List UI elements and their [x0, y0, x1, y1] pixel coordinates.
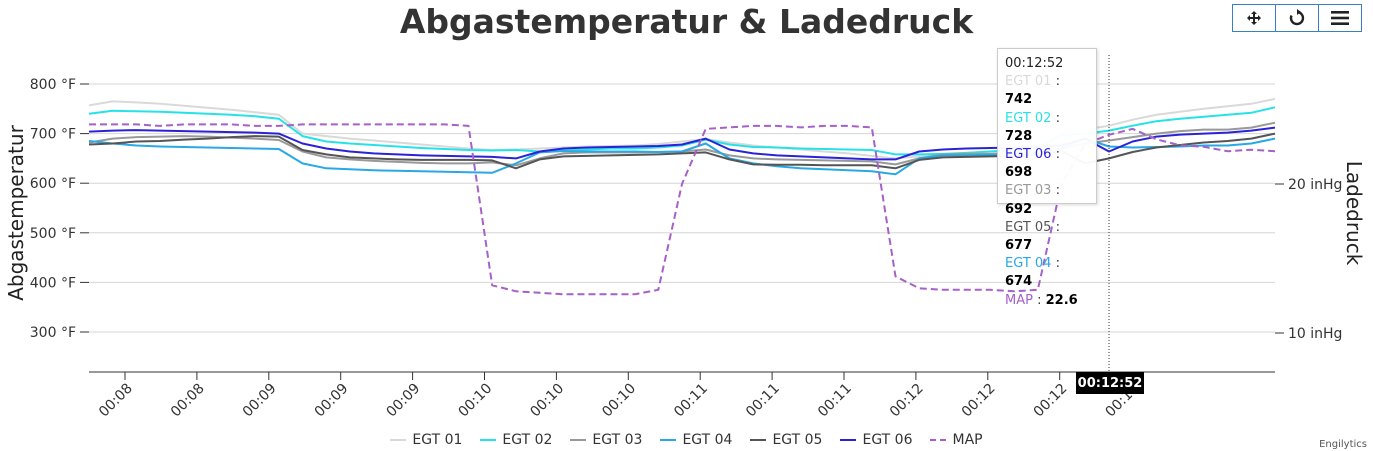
- x-tick-label: 00:12: [1031, 381, 1071, 421]
- legend-swatch: [930, 439, 947, 441]
- legend-label: EGT 01: [412, 432, 463, 448]
- y2-tick-label: 10 inHg: [1288, 326, 1342, 342]
- tooltip-row: EGT 03 : 692: [1005, 183, 1060, 217]
- y-tick-label: 300 °F: [30, 325, 76, 341]
- legend-label: MAP: [952, 432, 983, 448]
- y-tick-label: 500 °F: [30, 226, 76, 242]
- y-tick-label: 700 °F: [30, 127, 76, 143]
- y2-axis-title: Ladedruck: [1342, 161, 1366, 266]
- tooltip-row-value: 22.6: [1045, 292, 1078, 308]
- y2-tick-label: 20 inHg: [1288, 177, 1342, 193]
- legend-swatch: [480, 439, 497, 441]
- tooltip-row-value: 692: [1005, 201, 1033, 217]
- x-tick-label: 00:08: [168, 381, 208, 421]
- chart-title: Abgastemperatur & Ladedruck: [399, 2, 974, 41]
- legend-item[interactable]: EGT 01: [390, 432, 462, 448]
- tooltip-row-label: EGT 03: [1005, 183, 1052, 199]
- x-tick-label: 00:11: [671, 381, 711, 421]
- tooltip-row-label: MAP: [1005, 292, 1033, 308]
- legend-swatch: [750, 439, 767, 441]
- x-tick-label: 00:08: [96, 381, 136, 421]
- legend-item[interactable]: EGT 05: [750, 432, 822, 448]
- legend-label: EGT 04: [682, 432, 733, 448]
- pan-button[interactable]: [1232, 4, 1276, 32]
- axes-layer: 800 °F 700 °F 600 °F 500 °F 400 °F 300 °F 20 i…: [30, 77, 1343, 420]
- legend-label: EGT 06: [862, 432, 913, 448]
- tooltip-row: EGT 06 : 698: [1005, 147, 1060, 181]
- legend-item[interactable]: MAP: [930, 432, 983, 448]
- tooltip-time: 00:12:52: [1005, 56, 1064, 71]
- menu-button[interactable]: [1318, 4, 1362, 32]
- x-tick-label: 00:09: [312, 381, 352, 421]
- credits[interactable]: Engilytics: [1319, 439, 1367, 450]
- tooltip-row-value: 674: [1005, 274, 1033, 290]
- tooltip-row-value: 698: [1005, 165, 1033, 181]
- legend-item[interactable]: EGT 04: [660, 432, 732, 448]
- y-tick-label: 400 °F: [30, 275, 76, 291]
- x-tick-label: 00:11: [815, 381, 855, 421]
- legend-label: EGT 02: [502, 432, 553, 448]
- tooltip-row-value: 742: [1005, 92, 1033, 108]
- menu-icon: [1331, 11, 1349, 25]
- x-tick-label: 00:11: [743, 381, 783, 421]
- move-icon: [1247, 11, 1261, 25]
- x-tick-label: 00:09: [384, 381, 424, 421]
- tooltip-row: EGT 02 : 728: [1005, 110, 1060, 144]
- chart-toolbar: [1232, 4, 1362, 32]
- tooltip-row-label: EGT 05: [1005, 219, 1052, 235]
- tooltip-row: EGT 05 : 677: [1005, 219, 1060, 254]
- tooltip-row: EGT 01 : 742: [1005, 74, 1060, 108]
- legend-item[interactable]: EGT 03: [570, 432, 642, 448]
- tooltip-row-label: EGT 06: [1005, 147, 1052, 163]
- y-axis-title: Abgastemperatur: [4, 124, 28, 300]
- legend-label: EGT 05: [772, 432, 823, 448]
- tooltip: 00:12:52 EGT 01 : 742 EGT 02 : 728 EGT 06 …: [997, 48, 1097, 308]
- tooltip-row: EGT 04 : 674: [1005, 256, 1060, 290]
- tooltip-row-value: 728: [1005, 128, 1033, 144]
- series-layer: [88, 97, 1276, 296]
- legend-item[interactable]: EGT 06: [840, 432, 912, 448]
- legend-swatch: [390, 439, 407, 441]
- grid: [89, 83, 1275, 333]
- tooltip-row-label: EGT 02: [1005, 110, 1052, 126]
- crosshair-time-label: 00:12:52: [1076, 372, 1144, 394]
- legend-item[interactable]: EGT 02: [480, 432, 552, 448]
- legend-swatch: [840, 439, 857, 441]
- x-tick-label: 00:09: [240, 381, 280, 421]
- tooltip-row-value: 677: [1005, 238, 1033, 254]
- x-tick-label: 00:10: [599, 381, 639, 421]
- y-tick-label: 600 °F: [30, 176, 76, 192]
- tooltip-row-label: EGT 01: [1005, 74, 1052, 90]
- tooltip-rows: EGT 01 : 742 EGT 02 : 728 EGT 06 : 698 EGT …: [1005, 73, 1089, 310]
- legend-swatch: [570, 439, 587, 441]
- series-line-map[interactable]: [89, 123, 1276, 296]
- reset-icon: [1289, 9, 1305, 26]
- legend: EGT 01 EGT 02 EGT 03 EGT 04 EGT 05 EGT 06 MAP: [0, 432, 1373, 448]
- x-tick-label: 00:10: [455, 381, 495, 421]
- x-tick-label: 00:12: [959, 381, 999, 421]
- tooltip-row-label: EGT 04: [1005, 256, 1052, 272]
- legend-label: EGT 03: [592, 432, 643, 448]
- y-tick-label: 800 °F: [30, 77, 76, 93]
- tooltip-row: MAP : 22.6: [1005, 292, 1078, 308]
- legend-swatch: [660, 439, 677, 441]
- x-tick-label: 00:12: [887, 381, 927, 421]
- x-tick-label: 00:10: [527, 381, 567, 421]
